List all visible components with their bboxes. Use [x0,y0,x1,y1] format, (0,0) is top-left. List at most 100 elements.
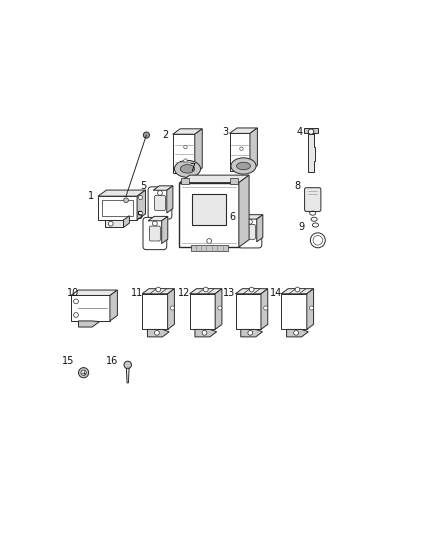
Text: 1: 1 [88,191,95,201]
Polygon shape [148,329,169,337]
Circle shape [240,147,243,150]
Polygon shape [173,134,195,173]
Polygon shape [236,289,268,294]
Polygon shape [250,128,258,171]
Circle shape [184,159,187,162]
Polygon shape [148,216,168,221]
Ellipse shape [231,158,256,174]
Circle shape [295,287,300,292]
Text: 8: 8 [294,181,300,191]
FancyBboxPatch shape [244,224,255,239]
Text: 11: 11 [131,288,143,298]
Text: 7: 7 [189,163,195,173]
Polygon shape [230,133,250,171]
Text: 15: 15 [61,357,74,367]
Circle shape [124,361,131,369]
Polygon shape [71,295,110,321]
Polygon shape [180,175,249,183]
Polygon shape [215,289,222,329]
Text: 6: 6 [230,212,236,222]
Polygon shape [261,289,268,329]
Ellipse shape [180,165,194,173]
Polygon shape [98,190,145,196]
Text: 12: 12 [177,288,190,298]
Polygon shape [150,289,167,294]
Circle shape [156,287,161,292]
Text: 5: 5 [136,211,142,221]
Polygon shape [98,196,137,220]
Polygon shape [230,128,258,133]
Text: 5: 5 [141,181,147,191]
FancyBboxPatch shape [143,217,167,249]
Polygon shape [195,129,202,173]
Circle shape [247,220,252,224]
Circle shape [138,211,142,215]
Polygon shape [105,220,124,228]
Text: 16: 16 [106,357,118,367]
Text: 10: 10 [67,288,79,298]
Polygon shape [304,128,318,133]
FancyBboxPatch shape [238,216,262,248]
Ellipse shape [174,160,201,177]
Polygon shape [239,175,249,247]
Polygon shape [289,289,306,294]
Polygon shape [243,289,260,294]
Text: 14: 14 [270,288,283,298]
Circle shape [74,299,78,304]
Polygon shape [173,129,202,134]
FancyBboxPatch shape [155,196,166,211]
Polygon shape [286,329,308,337]
Bar [180,178,189,184]
Circle shape [138,196,142,199]
Circle shape [74,313,78,317]
Polygon shape [142,289,174,294]
Circle shape [249,287,254,292]
Polygon shape [243,215,263,219]
Polygon shape [308,134,315,172]
Polygon shape [137,190,145,220]
Polygon shape [197,289,214,294]
FancyBboxPatch shape [149,226,160,241]
Polygon shape [281,294,307,329]
Polygon shape [110,290,117,321]
Polygon shape [195,329,217,337]
Polygon shape [162,216,168,244]
Polygon shape [307,289,314,329]
Circle shape [310,306,314,310]
Polygon shape [124,216,129,228]
Polygon shape [168,289,174,329]
Bar [230,178,238,184]
Circle shape [308,129,314,134]
Circle shape [143,132,149,138]
Circle shape [264,306,268,310]
Circle shape [203,287,208,292]
Polygon shape [190,289,222,294]
Circle shape [81,370,86,375]
Circle shape [294,330,298,335]
Polygon shape [127,368,129,383]
Polygon shape [180,183,239,247]
Circle shape [218,306,222,310]
FancyBboxPatch shape [304,188,321,212]
Polygon shape [281,289,314,294]
Text: 2: 2 [162,130,169,140]
Circle shape [202,330,207,335]
Polygon shape [142,294,168,329]
Circle shape [78,368,88,378]
Circle shape [313,236,322,245]
Circle shape [184,146,187,149]
Text: 3: 3 [222,127,228,136]
Circle shape [170,306,174,310]
Text: 4: 4 [296,127,302,136]
Text: 9: 9 [298,222,304,232]
Circle shape [155,330,159,335]
Text: 13: 13 [223,288,236,298]
Polygon shape [78,321,99,327]
Polygon shape [190,294,215,329]
Bar [192,195,226,225]
Circle shape [207,239,212,244]
Bar [191,245,228,251]
Polygon shape [167,186,173,213]
Circle shape [124,198,128,203]
FancyBboxPatch shape [148,187,172,219]
